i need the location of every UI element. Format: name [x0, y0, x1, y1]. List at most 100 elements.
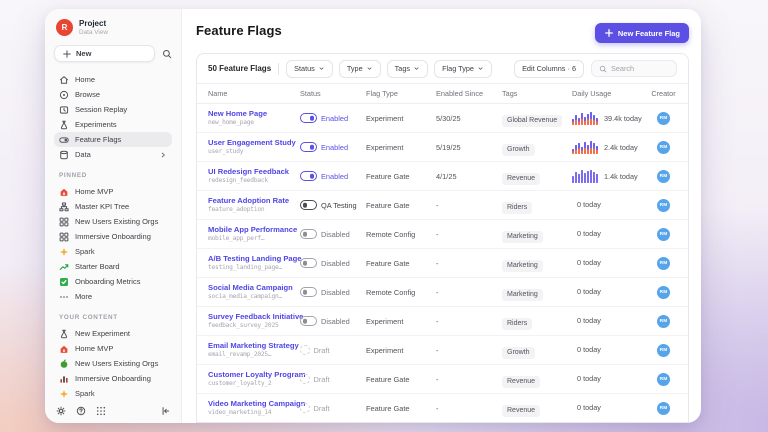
flag-name-link[interactable]: Survey Feedback Initiative	[208, 312, 304, 322]
sidebar-item-home[interactable]: Home	[54, 72, 172, 87]
tag-chip: Growth	[502, 346, 535, 359]
flag-name-link[interactable]: User Engagement Study	[208, 138, 296, 148]
pinned-item-home-mvp[interactable]: Home MVP	[54, 184, 172, 199]
sidebar-your-content: New Experiment Home MVP New Users Existing…	[54, 326, 172, 401]
status-toggle[interactable]	[300, 258, 317, 268]
status-toggle[interactable]	[300, 200, 317, 210]
sidebar-item-label: Spark	[75, 247, 95, 256]
app-window: R Project Data View New Home Browse Sessio…	[45, 9, 701, 423]
table-row[interactable]: Mobile App Performance mobile_app_perf… …	[197, 220, 688, 249]
enabled-since: -	[436, 258, 439, 268]
your-content-section-label: YOUR CONTENT	[59, 314, 118, 321]
pinned-item-more[interactable]: More	[54, 289, 172, 304]
table-row[interactable]: User Engagement Study user_study Enabled…	[197, 133, 688, 162]
table-row[interactable]: Survey Feedback Initiative feedback_surv…	[197, 307, 688, 336]
creator-avatar[interactable]: RM	[657, 111, 670, 125]
status-toggle[interactable]	[300, 316, 317, 326]
collapse-sidebar-icon[interactable]	[160, 406, 170, 416]
table-row[interactable]: Customer Loyalty Program customer_loyalt…	[197, 365, 688, 394]
creator-avatar[interactable]: RM	[657, 256, 670, 270]
flag-name-link[interactable]: Customer Loyalty Program	[208, 370, 306, 380]
sidebar-item-label: Onboarding Metrics	[75, 277, 141, 286]
your-content-item-new-users-existing-orgs[interactable]: New Users Existing Orgs	[54, 356, 172, 371]
flag-name-link[interactable]: Mobile App Performance	[208, 225, 298, 235]
flag-name-link[interactable]: UI Redesign Feedback	[208, 167, 290, 177]
pinned-item-onboarding-metrics[interactable]: Onboarding Metrics	[54, 274, 172, 289]
your-content-item-home-mvp[interactable]: Home MVP	[54, 341, 172, 356]
enabled-since: -	[436, 403, 439, 413]
sidebar-item-label: Master KPI Tree	[75, 202, 130, 211]
filter-status-dropdown[interactable]: Status	[286, 59, 333, 78]
creator-avatar[interactable]: RM	[657, 169, 670, 183]
flag-key: feature_adoption	[208, 205, 265, 213]
creator-avatar[interactable]: RM	[657, 227, 670, 241]
creator-avatar[interactable]: RM	[657, 314, 670, 328]
filter-flag-type-dropdown[interactable]: Flag Type	[434, 59, 492, 78]
column-header-flag-type: Flag Type	[366, 89, 398, 98]
status-toggle[interactable]	[300, 142, 317, 152]
table-row[interactable]: Video Marketing Campaign video_marketing…	[197, 394, 688, 422]
status-toggle[interactable]	[300, 287, 317, 297]
sidebar-item-experiments[interactable]: Experiments	[54, 117, 172, 132]
your-content-item-new-experiment[interactable]: New Experiment	[54, 326, 172, 341]
pinned-item-immersive-onboarding[interactable]: Immersive Onboarding	[54, 229, 172, 244]
status-toggle[interactable]	[300, 374, 310, 384]
project-switcher[interactable]: R Project Data View	[54, 19, 172, 36]
enabled-since: 5/30/25	[436, 113, 461, 123]
sidebar-item-label: Immersive Onboarding	[75, 232, 151, 241]
table-row[interactable]: Social Media Campaign socia_media_campai…	[197, 278, 688, 307]
edit-columns-button[interactable]: Edit Columns · 6	[514, 59, 584, 78]
usage-value: 0 today	[577, 373, 601, 383]
tag-chip: Marketing	[502, 230, 543, 243]
filter-pills: Status Type Tags Flag Type	[286, 59, 492, 78]
flag-name-link[interactable]: A/B Testing Landing Page	[208, 254, 302, 264]
apps-grid-icon[interactable]	[96, 406, 106, 416]
table-row[interactable]: A/B Testing Landing Page testing_landing…	[197, 249, 688, 278]
status-toggle[interactable]	[300, 403, 310, 413]
search-icon[interactable]	[162, 49, 172, 59]
flag-type: Feature Gate	[366, 403, 410, 413]
sidebar-item-session-replay[interactable]: Session Replay	[54, 102, 172, 117]
flag-name-link[interactable]: Social Media Campaign	[208, 283, 293, 293]
status-toggle[interactable]	[300, 345, 310, 355]
pinned-item-master-kpi-tree[interactable]: Master KPI Tree	[54, 199, 172, 214]
sidebar-item-browse[interactable]: Browse	[54, 87, 172, 102]
sidebar-item-label: Feature Flags	[75, 135, 122, 144]
gear-icon[interactable]	[56, 406, 66, 416]
flag-name-link[interactable]: Email Marketing Strategy	[208, 341, 299, 351]
creator-avatar[interactable]: RM	[657, 140, 670, 154]
pinned-item-starter-board[interactable]: Starter Board	[54, 259, 172, 274]
table-row[interactable]: Feature Adoption Rate feature_adoption Q…	[197, 191, 688, 220]
sidebar-item-data[interactable]: Data	[54, 147, 172, 162]
sidebar-item-feature-flags[interactable]: Feature Flags	[54, 132, 172, 147]
table-search[interactable]	[591, 60, 677, 77]
creator-avatar[interactable]: RM	[657, 401, 670, 415]
your-content-item-spark[interactable]: Spark	[54, 386, 172, 401]
status-toggle[interactable]	[300, 113, 317, 123]
your-content-item-immersive-onboarding[interactable]: Immersive Onboarding	[54, 371, 172, 386]
table-search-input[interactable]	[611, 64, 669, 73]
creator-avatar[interactable]: RM	[657, 285, 670, 299]
table-row[interactable]: New Home Page new_home_page Enabled Expe…	[197, 104, 688, 133]
flag-name-link[interactable]: New Home Page	[208, 109, 268, 119]
filter-tags-dropdown[interactable]: Tags	[386, 59, 429, 78]
pinned-item-spark[interactable]: Spark	[54, 244, 172, 259]
filter-type-dropdown[interactable]: Type	[338, 59, 381, 78]
creator-avatar[interactable]: RM	[657, 343, 670, 357]
status-toggle[interactable]	[300, 229, 317, 239]
column-header-creator: Creator	[651, 89, 676, 98]
new-button[interactable]: New	[54, 45, 155, 62]
table-row[interactable]: UI Redesign Feedback redesign_feedback E…	[197, 162, 688, 191]
creator-avatar[interactable]: RM	[657, 372, 670, 386]
new-feature-flag-button[interactable]: New Feature Flag	[594, 23, 689, 43]
filter-label: Type	[346, 64, 363, 73]
pinned-item-new-users-existing-orgs[interactable]: New Users Existing Orgs	[54, 214, 172, 229]
status-toggle[interactable]	[300, 171, 317, 181]
project-name: Project	[79, 19, 107, 29]
creator-avatar[interactable]: RM	[657, 198, 670, 212]
table-row[interactable]: Email Marketing Strategy email_revamp_20…	[197, 336, 688, 365]
flag-name-link[interactable]: Feature Adoption Rate	[208, 196, 290, 206]
flag-name-link[interactable]: Video Marketing Campaign	[208, 399, 306, 409]
sidebar-item-label: New Users Existing Orgs	[75, 359, 159, 368]
help-icon[interactable]	[76, 406, 86, 416]
